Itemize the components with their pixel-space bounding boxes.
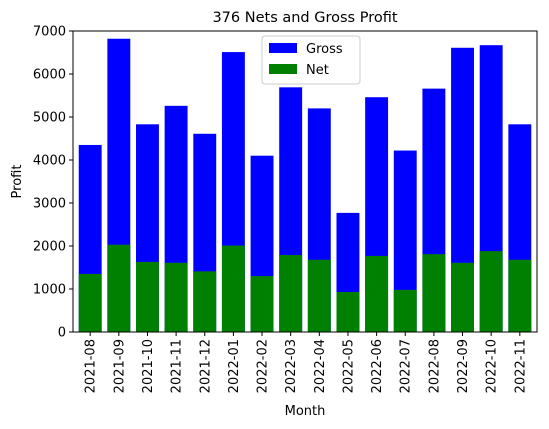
legend-swatch-net bbox=[269, 64, 297, 74]
x-axis-label: Month bbox=[285, 404, 326, 419]
x-tick-label: 2022-07 bbox=[399, 339, 414, 393]
y-axis-label: Profit bbox=[10, 165, 25, 199]
bars-group bbox=[78, 38, 532, 333]
y-tick-label: 0 bbox=[58, 326, 66, 341]
x-tick-label: 2022-06 bbox=[370, 339, 385, 393]
x-tick-label: 2021-10 bbox=[141, 339, 156, 393]
y-tick-label: 3000 bbox=[33, 197, 66, 212]
x-tick-label: 2021-08 bbox=[84, 339, 99, 393]
bar-net-2022-07 bbox=[393, 289, 417, 332]
x-tick-label: 2022-10 bbox=[485, 339, 500, 393]
x-tick-label: 2022-02 bbox=[256, 339, 271, 393]
x-tick-label: 2021-12 bbox=[198, 339, 213, 393]
x-tick-label: 2022-01 bbox=[227, 339, 242, 393]
bar-net-2021-11 bbox=[164, 262, 188, 332]
bar-net-2022-10 bbox=[479, 251, 503, 332]
bar-net-2022-06 bbox=[365, 255, 389, 332]
bar-net-2022-04 bbox=[307, 259, 331, 332]
bar-net-2022-03 bbox=[279, 255, 303, 332]
bar-net-2022-01 bbox=[221, 245, 245, 332]
bar-net-2022-09 bbox=[451, 262, 474, 332]
x-tick-label: 2022-05 bbox=[341, 339, 356, 393]
legend-swatch-gross bbox=[269, 43, 297, 53]
y-tick-label: 2000 bbox=[33, 240, 66, 255]
x-axis: 2021-08 2021-09 2021-10 2021-11 2021-12 2022-… bbox=[84, 332, 528, 393]
bar-net-2022-08 bbox=[422, 254, 446, 332]
x-tick-label: 2021-11 bbox=[170, 339, 185, 393]
x-tick-label: 2021-09 bbox=[112, 339, 127, 393]
y-tick-label: 7000 bbox=[33, 25, 66, 40]
x-tick-label: 2022-08 bbox=[427, 339, 442, 393]
x-tick-label: 2022-09 bbox=[456, 339, 471, 393]
bar-gross-2022-09 bbox=[451, 47, 474, 333]
bar-net-2022-05 bbox=[336, 292, 360, 332]
legend-label-gross: Gross bbox=[306, 42, 343, 57]
bar-net-2021-09 bbox=[107, 244, 131, 332]
bar-net-2021-10 bbox=[136, 261, 159, 332]
bar-net-2021-12 bbox=[193, 271, 217, 332]
chart-title: 376 Nets and Gross Profit bbox=[212, 10, 397, 26]
x-tick-label: 2022-03 bbox=[284, 339, 299, 393]
bar-net-2021-08 bbox=[78, 273, 102, 332]
y-tick-label: 5000 bbox=[33, 111, 66, 126]
legend: Gross Net bbox=[261, 35, 361, 85]
bar-net-2022-02 bbox=[250, 276, 274, 332]
plot-frame bbox=[72, 30, 538, 333]
bar-gross-2022-07 bbox=[393, 150, 417, 332]
y-tick-label: 6000 bbox=[33, 68, 66, 83]
x-tick-label: 2022-11 bbox=[513, 339, 528, 393]
legend-label-net: Net bbox=[306, 63, 329, 78]
y-axis: 0 1000 2000 3000 4000 5000 6000 7000 bbox=[33, 25, 73, 341]
x-tick-label: 2022-04 bbox=[313, 339, 328, 393]
y-tick-label: 1000 bbox=[33, 283, 66, 298]
y-tick-label: 4000 bbox=[33, 154, 66, 169]
bar-net-2022-11 bbox=[508, 259, 532, 332]
